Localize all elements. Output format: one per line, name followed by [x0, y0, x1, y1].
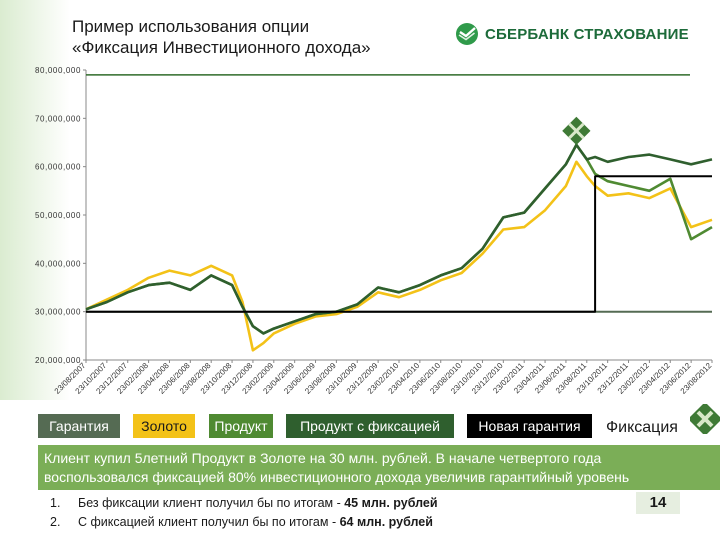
title-line-1: Пример использования опции: [72, 17, 310, 36]
series-line: [85, 143, 713, 335]
cross-icon: [690, 404, 720, 434]
legend-new-guarantee: Новая гарантия: [467, 414, 592, 438]
series-line: [86, 175, 712, 313]
y-tick-label: 30,000,000: [35, 308, 81, 317]
result-list: 1. Без фиксации клиент получил бы по итог…: [50, 494, 438, 532]
legend-product: Продукт: [209, 414, 273, 438]
side-decoration: [0, 0, 70, 400]
legend-product-fixed: Продукт с фиксацией: [286, 414, 454, 438]
list-text: С фиксацией клиент получил бы по итогам …: [78, 515, 340, 529]
list-item: 1. Без фиксации клиент получил бы по итог…: [50, 494, 438, 513]
list-value: 45 млн. рублей: [344, 496, 438, 510]
y-tick-label: 70,000,000: [35, 114, 81, 123]
y-tick-label: 80,000,000: [35, 66, 81, 75]
legend-fixation: Фиксация: [606, 419, 678, 436]
info-line-1: Клиент купил 5летний Продукт в Золоте на…: [44, 450, 602, 466]
info-box: Клиент купил 5летний Продукт в Золоте на…: [38, 445, 720, 490]
fixation-marker-cross: [568, 122, 585, 139]
info-line-2: воспользовался фиксацией 80% инвестицион…: [44, 469, 630, 485]
series-line: [85, 160, 713, 352]
list-number: 1.: [50, 496, 61, 510]
legend-guarantee: Гарантия: [38, 414, 120, 438]
brand-logo: СБЕРБАНК СТРАХОВАНИЕ: [455, 22, 689, 46]
list-number: 2.: [50, 515, 61, 529]
legend-gold: Золото: [133, 414, 195, 438]
series-line: [85, 143, 713, 335]
logo-text: СБЕРБАНК СТРАХОВАНИЕ: [485, 25, 689, 43]
y-tick-label: 40,000,000: [35, 259, 81, 268]
y-tick-label: 50,000,000: [35, 211, 81, 220]
list-item: 2. С фиксацией клиент получил бы по итога…: [50, 513, 438, 532]
title-line-2: «Фиксация Инвестиционного дохода»: [72, 38, 371, 57]
list-text: Без фиксации клиент получил бы по итогам…: [78, 496, 345, 510]
list-value: 64 млн. рублей: [339, 515, 433, 529]
y-tick-label: 60,000,000: [35, 163, 81, 172]
sberbank-logo-icon: [456, 23, 478, 45]
investment-chart: 80,000,000 70,000,000 60,000,000 50,000,000…: [35, 66, 714, 396]
page-number: 14: [636, 492, 680, 514]
y-tick-label: 20,000,000: [35, 356, 81, 365]
page-title: Пример использования опции «Фиксация Инв…: [72, 16, 371, 58]
